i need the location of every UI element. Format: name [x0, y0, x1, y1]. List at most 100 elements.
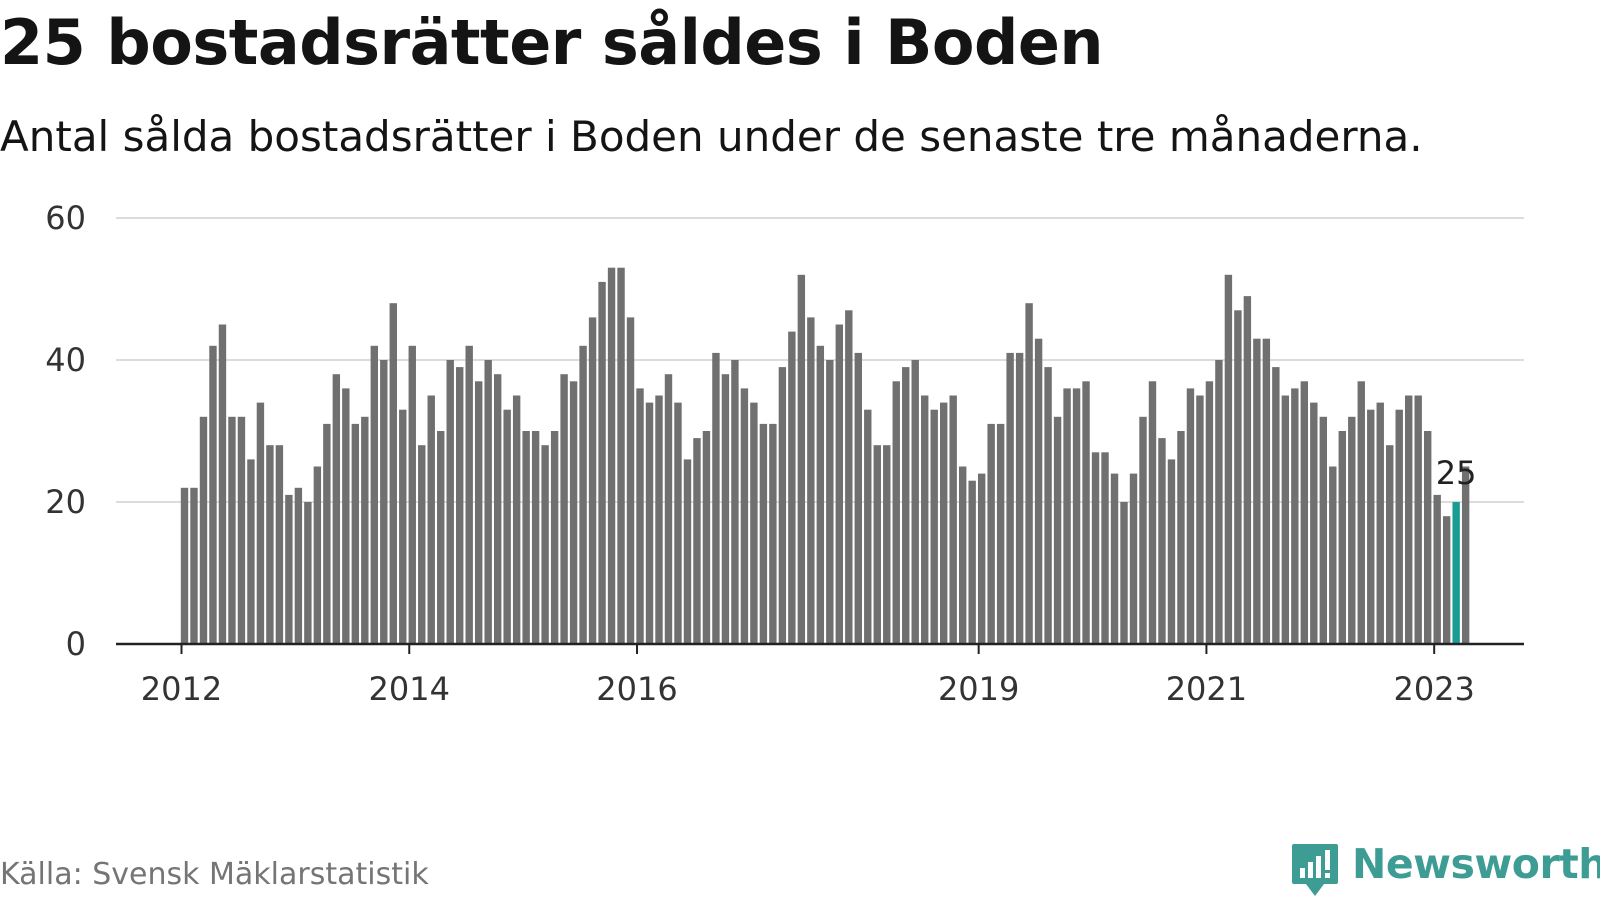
- bar: [1234, 310, 1242, 644]
- bar: [512, 395, 521, 644]
- bar: [351, 423, 360, 644]
- bar: [474, 381, 483, 644]
- bar: [996, 423, 1005, 644]
- bar: [569, 381, 578, 644]
- bar: [247, 459, 255, 644]
- bar: [1386, 445, 1394, 644]
- bar: [380, 360, 388, 644]
- newsworthy-logo-icon: [1292, 844, 1338, 896]
- bar: [408, 345, 416, 644]
- bar: [1329, 466, 1337, 644]
- bar: [1044, 367, 1052, 644]
- bar: [332, 374, 341, 644]
- bar: [304, 502, 312, 644]
- bar: [674, 402, 682, 644]
- x-tick-label: 2021: [1166, 670, 1247, 708]
- bar: [892, 381, 900, 644]
- bar: [693, 438, 701, 644]
- bar: [370, 345, 378, 644]
- bar: [418, 445, 426, 644]
- bar: [921, 395, 929, 644]
- bar: [522, 431, 530, 644]
- bar: [958, 466, 967, 644]
- bar: [1367, 409, 1375, 644]
- bar: [1177, 431, 1185, 644]
- bar: [427, 395, 435, 644]
- bar: [503, 409, 511, 644]
- bar: [1129, 473, 1138, 644]
- bar: [778, 367, 787, 644]
- bar: [645, 402, 654, 644]
- brand-logo: Newsworthy: [1290, 842, 1600, 902]
- bar: [218, 324, 227, 644]
- y-tick-label: 60: [45, 199, 86, 237]
- bar: [1395, 409, 1403, 644]
- bar: [389, 303, 397, 644]
- bar: [807, 317, 815, 644]
- bar: [199, 416, 208, 644]
- bar: [588, 317, 597, 644]
- bar: [465, 345, 473, 644]
- source-note: Källa: Svensk Mäklarstatistik: [0, 857, 429, 892]
- bar: [1006, 352, 1014, 644]
- bar: [1215, 360, 1223, 644]
- highlight-bar: [1452, 502, 1460, 644]
- bar: [1281, 395, 1290, 644]
- bar: [541, 445, 549, 644]
- bar: [930, 409, 938, 644]
- bar: [493, 374, 502, 644]
- bar: [1101, 452, 1109, 644]
- y-tick-label: 0: [66, 625, 86, 663]
- bar: [1186, 388, 1195, 644]
- chart-annotations: 25: [1436, 454, 1477, 492]
- x-tick-label: 2012: [141, 670, 222, 708]
- bar: [788, 331, 796, 644]
- bar: [664, 374, 673, 644]
- bar: [1300, 381, 1309, 644]
- bar: [977, 473, 986, 644]
- bar: [902, 367, 910, 644]
- bar: [531, 431, 540, 644]
- bar: [446, 360, 454, 644]
- bar: [1091, 452, 1100, 644]
- bar: [1319, 416, 1327, 644]
- bar: [1357, 381, 1365, 644]
- y-axis: 0 20 40 60: [45, 199, 86, 663]
- bar: [1348, 416, 1356, 644]
- x-tick-label: 2023: [1393, 670, 1474, 708]
- bar: [1253, 338, 1261, 644]
- bar: [313, 466, 322, 644]
- bar: [949, 395, 957, 644]
- y-tick-label: 20: [45, 483, 86, 521]
- bar: [399, 409, 407, 644]
- bar: [607, 267, 616, 644]
- bar: [209, 345, 217, 644]
- bar: [228, 416, 236, 644]
- bar: [361, 416, 369, 644]
- bar: [873, 445, 881, 644]
- bar: [560, 374, 568, 644]
- bar: [342, 388, 350, 644]
- bar: [1243, 296, 1252, 644]
- bar: [1461, 466, 1470, 644]
- bar: [636, 388, 644, 644]
- bar: [1196, 395, 1204, 644]
- chart-bars: [180, 267, 1470, 644]
- bar: [1148, 381, 1157, 644]
- bar: [835, 324, 844, 644]
- bar: [1167, 459, 1176, 644]
- bar: [1442, 516, 1451, 644]
- bar: [1158, 438, 1166, 644]
- bar: [1205, 381, 1214, 644]
- bar: [816, 345, 825, 644]
- bar-chart: 0 20 40 60 2012 2014 2016 2019 2021 2023 25: [45, 199, 1524, 708]
- chart-title: 25 bostadsrätter såldes i Boden: [0, 6, 1104, 79]
- bar: [1291, 388, 1299, 644]
- bar: [598, 281, 606, 644]
- x-tick-label: 2016: [596, 670, 677, 708]
- bar: [1139, 416, 1147, 644]
- x-tick-label: 2019: [938, 670, 1019, 708]
- bar: [1433, 494, 1441, 644]
- bar: [1310, 402, 1318, 644]
- bar: [702, 431, 711, 644]
